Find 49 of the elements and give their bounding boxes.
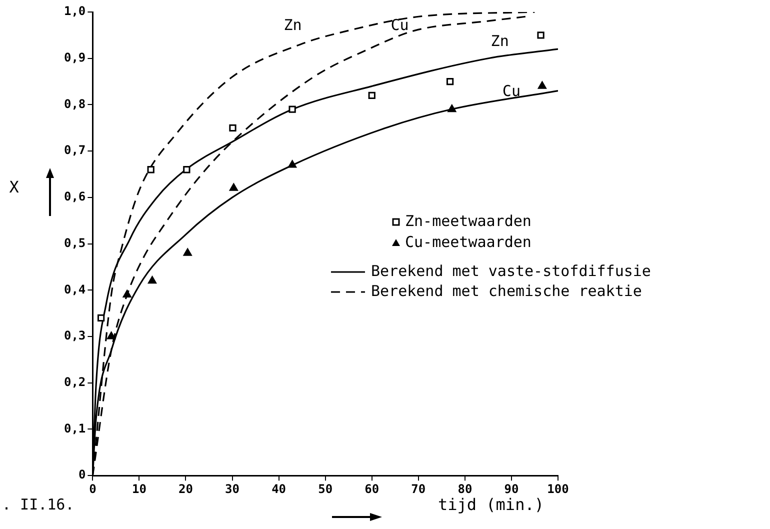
- x-tick-label: 70: [411, 482, 426, 496]
- y-tick-label: 0,9: [64, 50, 86, 64]
- point: [183, 166, 190, 174]
- x-tick-label: 30: [225, 482, 240, 496]
- point: [229, 124, 236, 132]
- point: [147, 166, 154, 174]
- legend-label: Berekend met vaste-stofdiffusie: [371, 262, 651, 280]
- point: [288, 160, 297, 168]
- y-tick-label: 0: [78, 468, 86, 482]
- x-axis-title: tijd (min.): [438, 494, 544, 514]
- x-tick-label: 100: [547, 482, 569, 496]
- point: [538, 81, 546, 89]
- x-tick-label: 40: [272, 482, 286, 496]
- y-tick-label: 0,1: [64, 421, 86, 436]
- y-tick-label: 1,0: [64, 4, 86, 18]
- point: [446, 78, 454, 86]
- x-tick-label: 80: [458, 482, 472, 496]
- x-tick-label: 50: [318, 482, 333, 496]
- text: . II.16.: [2, 495, 74, 514]
- point: [537, 32, 544, 39]
- x-tick-label: 60: [364, 482, 380, 496]
- x-tick-label: 20: [178, 482, 193, 496]
- y-tick-label: 0,5: [64, 236, 86, 250]
- point: [448, 104, 456, 112]
- y-tick-label: 0,7: [64, 143, 86, 158]
- point: [97, 314, 105, 322]
- y-tick-label: 0,3: [64, 328, 86, 343]
- y-axis-title: X: [9, 177, 20, 196]
- annotation: Zn: [490, 32, 509, 50]
- x-tick-label: 90: [504, 482, 519, 496]
- legend-label: Cu-meetwaarden: [405, 232, 532, 251]
- point: [107, 332, 116, 340]
- point: [183, 248, 192, 256]
- point: [229, 183, 238, 191]
- annotation: Cu: [390, 16, 409, 34]
- y-tick-label: 0,8: [64, 96, 86, 111]
- annotation: Cu: [502, 82, 520, 100]
- x-tick-label: 0: [89, 482, 96, 496]
- y-tick-label: 0,4: [64, 282, 86, 296]
- x-tick-label: 10: [132, 482, 146, 496]
- y-tick-label: 0,6: [64, 190, 86, 204]
- annotation: Zn: [284, 16, 302, 34]
- legend-label: Zn-meetwaarden: [405, 212, 532, 230]
- point: [368, 92, 376, 100]
- point: [148, 276, 156, 284]
- point: [122, 290, 132, 298]
- y-tick-label: 0,2: [64, 375, 86, 390]
- point: [288, 106, 296, 113]
- legend-label: Berekend met chemische reaktie: [371, 282, 642, 300]
